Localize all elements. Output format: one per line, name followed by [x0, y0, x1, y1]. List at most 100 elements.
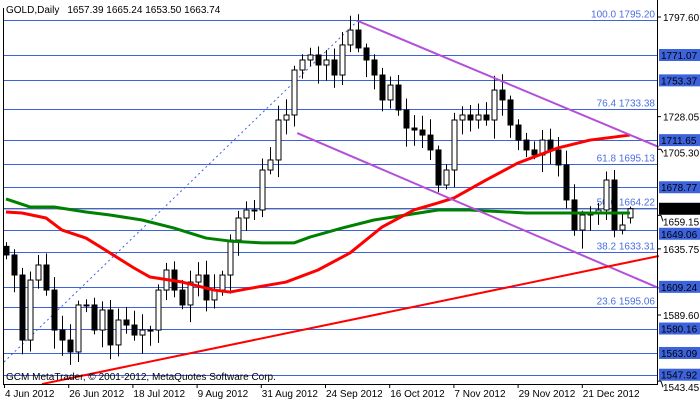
time-axis: 4 Jun 2012 26 Jun 2012 18 Jul 2012 9 Aug 20… [4, 384, 640, 400]
price-tick-leader [660, 148, 664, 153]
candle [491, 75, 498, 139]
candle-body [579, 214, 586, 231]
candle [555, 137, 562, 177]
date-tick-label: 31 Aug 2012 [262, 389, 319, 400]
candle-body [91, 304, 98, 331]
candle-body [195, 274, 202, 283]
candle [75, 300, 82, 362]
candle-body [427, 134, 434, 151]
level-price-label[interactable] [659, 134, 700, 147]
candle [187, 270, 194, 323]
candle-body [155, 289, 162, 331]
date-tick-label: 7 Nov 2012 [454, 389, 506, 400]
fib-dotted-line[interactable] [3, 20, 359, 363]
candle-body [451, 119, 458, 171]
symbol-title: GOLD,Daily [6, 5, 59, 16]
candle-body [491, 89, 498, 121]
price-tick-leader [660, 380, 664, 388]
candle [315, 46, 322, 84]
candle-body [59, 329, 66, 341]
candle-body [147, 329, 154, 332]
level-price-label[interactable] [659, 346, 700, 359]
fib-level-label: 38.2 1633.31 [597, 242, 656, 253]
candle-body [27, 279, 34, 341]
candle [267, 147, 274, 175]
level-price-label[interactable] [659, 280, 700, 293]
level-price-label-text: 1678.77 [661, 183, 698, 194]
candle [155, 284, 162, 343]
price-tick-label: 1797.60 [663, 13, 700, 24]
level-price-label-text: 1649.06 [661, 230, 698, 241]
price-tick-label: 1659.15 [663, 217, 700, 228]
candle [475, 103, 482, 129]
candle-body [419, 129, 426, 136]
level-price-label[interactable] [659, 74, 700, 87]
level-price-label[interactable] [659, 227, 700, 240]
level-price-label-text: 1580.16 [661, 325, 698, 336]
candle-body [467, 114, 474, 121]
price-tick-label: 1635.75 [663, 245, 700, 256]
price-axis: 1797.60 1771.07 1753.37 1728.05 1711.65 1705.… [657, 13, 700, 394]
candle-body [515, 124, 522, 141]
candle-body [3, 245, 10, 256]
candle [467, 104, 474, 132]
candle [563, 150, 570, 209]
level-price-label[interactable] [659, 322, 700, 335]
candle-body [123, 319, 130, 326]
candle-body [483, 114, 490, 121]
fib-level-label: 100.0 1795.20 [591, 10, 655, 21]
candle [331, 48, 338, 88]
channel-upper-line[interactable] [357, 20, 660, 148]
candle-body [507, 99, 514, 126]
candle [451, 112, 458, 188]
candle-body [83, 304, 90, 307]
candle-body [403, 109, 410, 129]
candle [611, 170, 618, 238]
level-price-label[interactable] [659, 368, 700, 381]
candle-body [275, 119, 282, 161]
candle [307, 47, 314, 66]
fib-level-label: 23.6 1595.06 [597, 297, 656, 308]
channel-lower-line[interactable] [296, 132, 660, 289]
candle [291, 65, 298, 127]
candle [43, 253, 50, 296]
candles [3, 14, 634, 365]
candle-body [219, 274, 226, 291]
date-tick-label: 26 Jun 2012 [69, 389, 124, 400]
candle-body [387, 84, 394, 101]
candle-body [51, 289, 58, 331]
candle [91, 297, 98, 335]
level-price-label[interactable] [659, 49, 700, 62]
candle-body [499, 89, 506, 101]
candle [259, 158, 266, 218]
candle [371, 54, 378, 90]
fast-moving-average-line[interactable] [5, 133, 631, 294]
slow-moving-average-line[interactable] [5, 197, 630, 245]
candle [283, 99, 290, 135]
candle-body [475, 114, 482, 121]
level-price-label-text: 1711.65 [661, 136, 697, 147]
candle-body [323, 59, 330, 66]
support-trendline[interactable] [41, 254, 660, 386]
candle [115, 308, 122, 357]
candle-body [107, 309, 114, 346]
candle [387, 76, 394, 109]
candle-body [11, 254, 18, 276]
level-price-label-text: 1547.92 [661, 371, 698, 382]
candle [11, 249, 18, 293]
candle [483, 102, 490, 126]
price-tick-label: 1728.05 [663, 113, 700, 124]
current-price-label[interactable] [659, 202, 700, 215]
level-price-label[interactable] [659, 181, 700, 194]
candle-body [315, 54, 322, 66]
candle-body [307, 54, 314, 61]
candle-body [179, 289, 186, 306]
candle [147, 325, 154, 346]
candle-body [611, 179, 618, 231]
candle [427, 119, 434, 160]
candle-body [411, 127, 418, 131]
candle-body [43, 264, 50, 291]
candle [523, 132, 530, 158]
candle [35, 254, 42, 289]
